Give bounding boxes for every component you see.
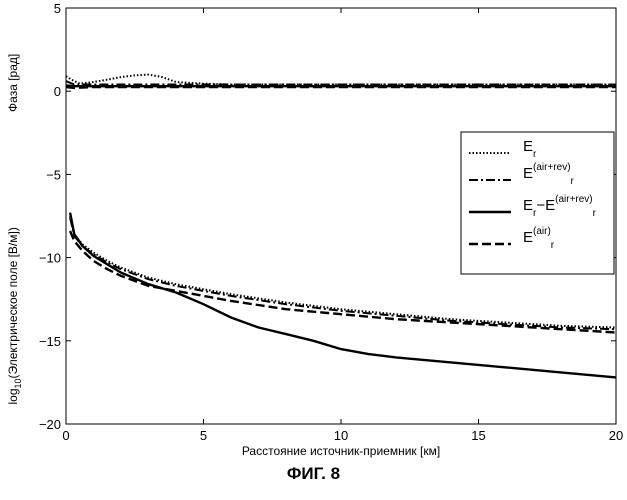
x-tick-label: 10: [334, 428, 348, 443]
legend: ErE(air+rev)rEr−E(air+rev)rE(air)r: [461, 132, 614, 274]
series-phase-dashdot: [66, 81, 616, 84]
y-tick-label: −10: [39, 251, 61, 266]
x-tick-label: 5: [200, 428, 207, 443]
amplitude-axis-title-prefix: log: [6, 389, 20, 405]
amplitude-axis-title: log10(Электрическое поле [В/м]): [6, 227, 23, 404]
figure-caption: ФИГ. 8: [0, 464, 627, 484]
series-phase-dotted: [66, 75, 616, 85]
amplitude-axis-title-rest: (Электрическое поле [В/м]): [6, 227, 20, 378]
amplitude-axis-title-subscript: 10: [13, 378, 23, 388]
y-tick-label: −5: [46, 167, 61, 182]
x-tick-label: 20: [609, 428, 623, 443]
y-tick-label: −15: [39, 334, 61, 349]
x-axis-title: Расстояние источник-приемник [км]: [242, 444, 440, 458]
phase-axis-title: Фаза [рад]: [6, 54, 20, 112]
y-tick-label: −20: [39, 417, 61, 432]
x-tick-label: 15: [471, 428, 485, 443]
y-tick-label: 5: [54, 1, 61, 16]
x-tick-label: 0: [62, 428, 69, 443]
line-chart: 0 5 10 15 20 5 0 −5 −10 −15 −20 ErE(air+rev)rEr−E(…: [0, 0, 627, 460]
y-tick-label: 0: [54, 84, 61, 99]
